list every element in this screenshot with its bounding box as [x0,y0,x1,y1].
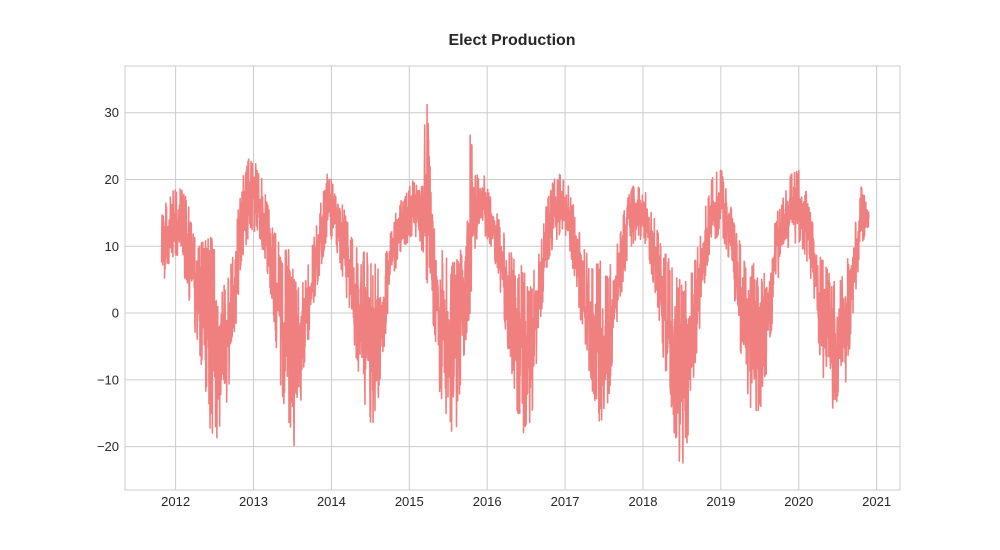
y-tick-label: 10 [105,239,119,254]
x-tick-label: 2017 [551,494,580,509]
x-tick-label: 2014 [317,494,346,509]
y-tick-label: −20 [97,439,119,454]
chart-title: Elect Production [448,32,575,49]
x-tick-label: 2020 [784,494,813,509]
x-tick-label: 2021 [862,494,891,509]
x-tick-label: 2018 [629,494,658,509]
x-tick-label: 2015 [395,494,424,509]
series-line [160,103,870,464]
series-layer [160,103,870,464]
x-tick-label: 2016 [473,494,502,509]
y-tick-label: 30 [105,105,119,120]
y-tick-label: −10 [97,372,119,387]
y-tick-label: 0 [112,306,119,321]
grid-lines [125,66,900,490]
plot-frame [124,65,901,491]
x-tick-label: 2019 [706,494,735,509]
tick-labels: 2012 2013 2014 2015 2016 2017 2018 2019 2020 2021… [97,105,891,509]
x-tick-label: 2013 [239,494,268,509]
x-tick-label: 2012 [161,494,190,509]
y-tick-label: 20 [105,172,119,187]
